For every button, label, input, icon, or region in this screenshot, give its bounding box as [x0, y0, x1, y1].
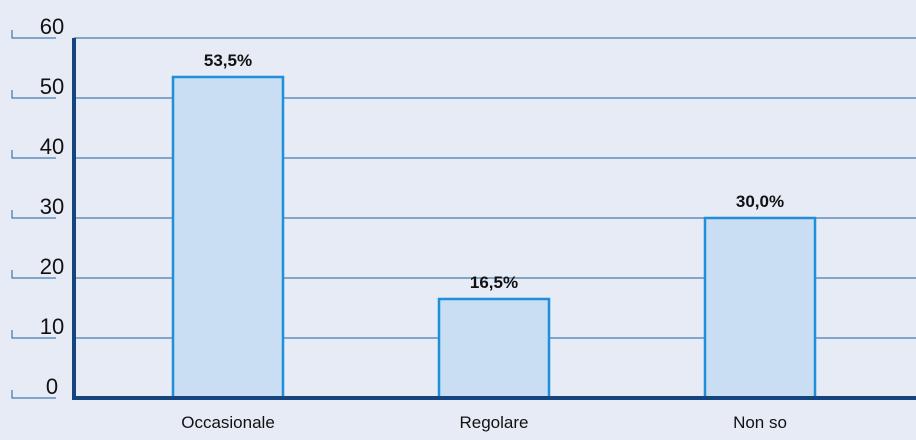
- y-tick-label: 30: [40, 194, 64, 219]
- y-tick-mark-30: [11, 210, 56, 219]
- y-tick-label: 0: [46, 374, 58, 399]
- y-tick-label: 20: [40, 254, 64, 279]
- y-tick-label: 60: [40, 14, 64, 39]
- y-tick-label: 10: [40, 314, 64, 339]
- bars: [171, 75, 817, 400]
- y-tick-mark-60: [11, 30, 56, 39]
- bar-non-so: [703, 216, 817, 400]
- y-tick-mark-50: [11, 90, 56, 99]
- x-tick-label: Non so: [733, 413, 787, 432]
- bar-regolare: [437, 297, 551, 400]
- data-label: 16,5%: [470, 273, 518, 292]
- y-tick-mark-10: [11, 330, 56, 339]
- data-label: 30,0%: [736, 192, 784, 211]
- y-tick-mark-40: [11, 150, 56, 159]
- y-tick-label: 40: [40, 134, 64, 159]
- y-tick-mark-0: [11, 390, 56, 399]
- y-tick-label: 50: [40, 74, 64, 99]
- labels: 0 10 20 30 40 50 60 53,5% Occasionale 16,5% Regola…: [40, 14, 787, 432]
- y-tick-mark-20: [11, 270, 56, 279]
- data-label: 53,5%: [204, 51, 252, 70]
- bar-occasionale: [171, 75, 285, 400]
- axes: [72, 38, 916, 400]
- y-axis-ticks: [11, 30, 56, 399]
- x-tick-label: Regolare: [460, 413, 529, 432]
- x-tick-label: Occasionale: [181, 413, 275, 432]
